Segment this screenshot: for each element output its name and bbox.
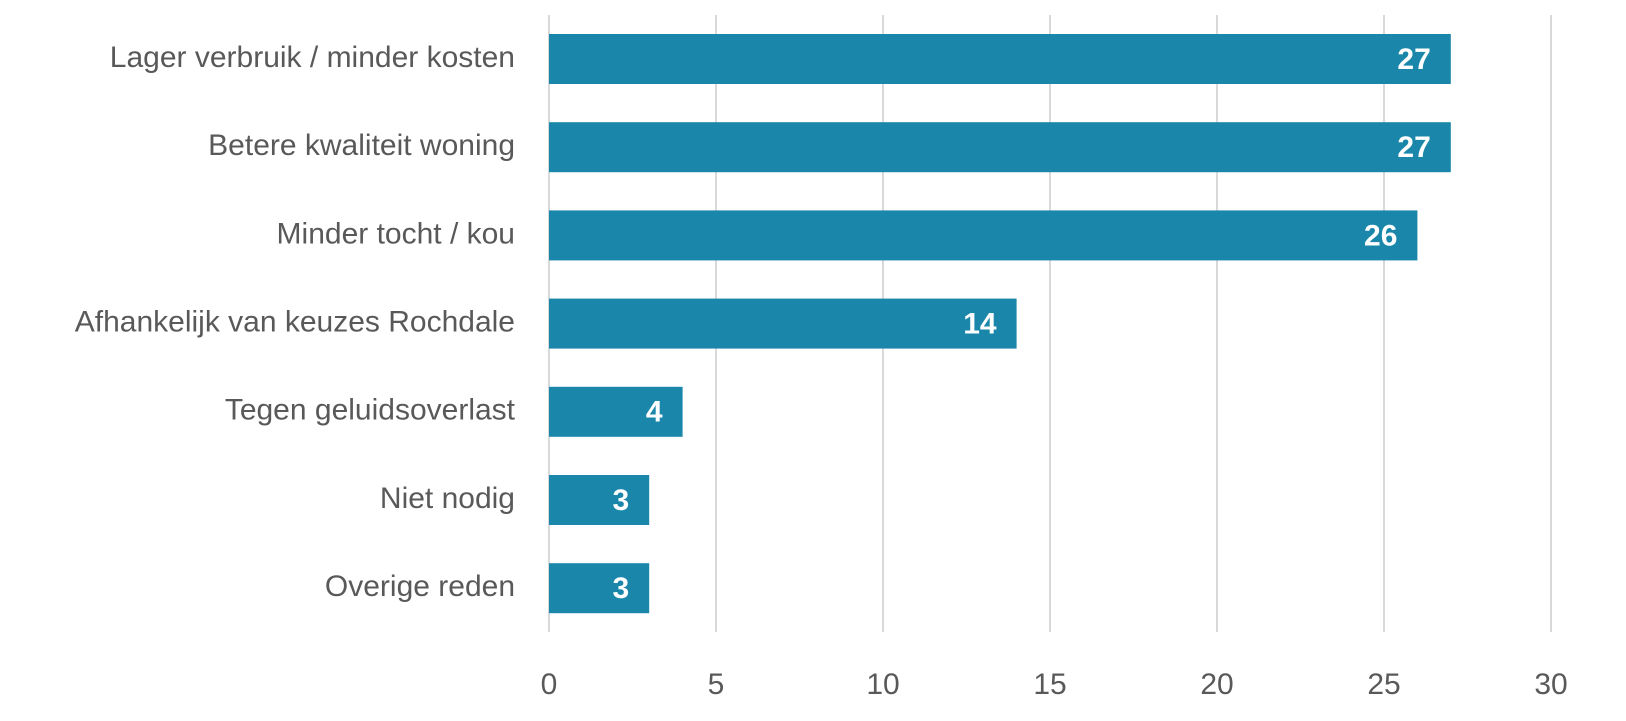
value-label: 27 (1397, 43, 1430, 76)
value-label: 26 (1364, 219, 1397, 252)
x-tick-label: 0 (541, 668, 558, 701)
y-tick-label: Betere kwaliteit woning (208, 129, 515, 162)
x-tick-label: 5 (708, 668, 725, 701)
value-label: 3 (613, 572, 630, 605)
bar (549, 563, 650, 614)
bar (549, 386, 683, 437)
value-label: 4 (646, 396, 663, 429)
bar (549, 122, 1451, 173)
y-tick-label: Afhankelijk van keuzes Rochdale (75, 306, 515, 339)
y-tick-label: Niet nodig (380, 482, 515, 515)
bar (549, 34, 1451, 84)
x-tick-label: 25 (1367, 668, 1400, 701)
x-tick-label: 15 (1033, 668, 1066, 701)
y-tick-label: Lager verbruik / minder kosten (110, 41, 515, 74)
x-tick-label: 20 (1200, 668, 1233, 701)
value-label: 14 (963, 308, 997, 341)
x-tick-label: 30 (1534, 668, 1567, 701)
bar (549, 210, 1418, 261)
y-tick-label: Overige reden (325, 570, 515, 603)
bar (549, 298, 1017, 349)
bar (549, 475, 650, 525)
value-label: 27 (1397, 131, 1430, 164)
value-label: 3 (613, 484, 630, 517)
y-tick-label: Minder tocht / kou (277, 217, 515, 250)
x-tick-label: 10 (866, 668, 899, 701)
y-tick-label: Tegen geluidsoverlast (225, 394, 516, 427)
